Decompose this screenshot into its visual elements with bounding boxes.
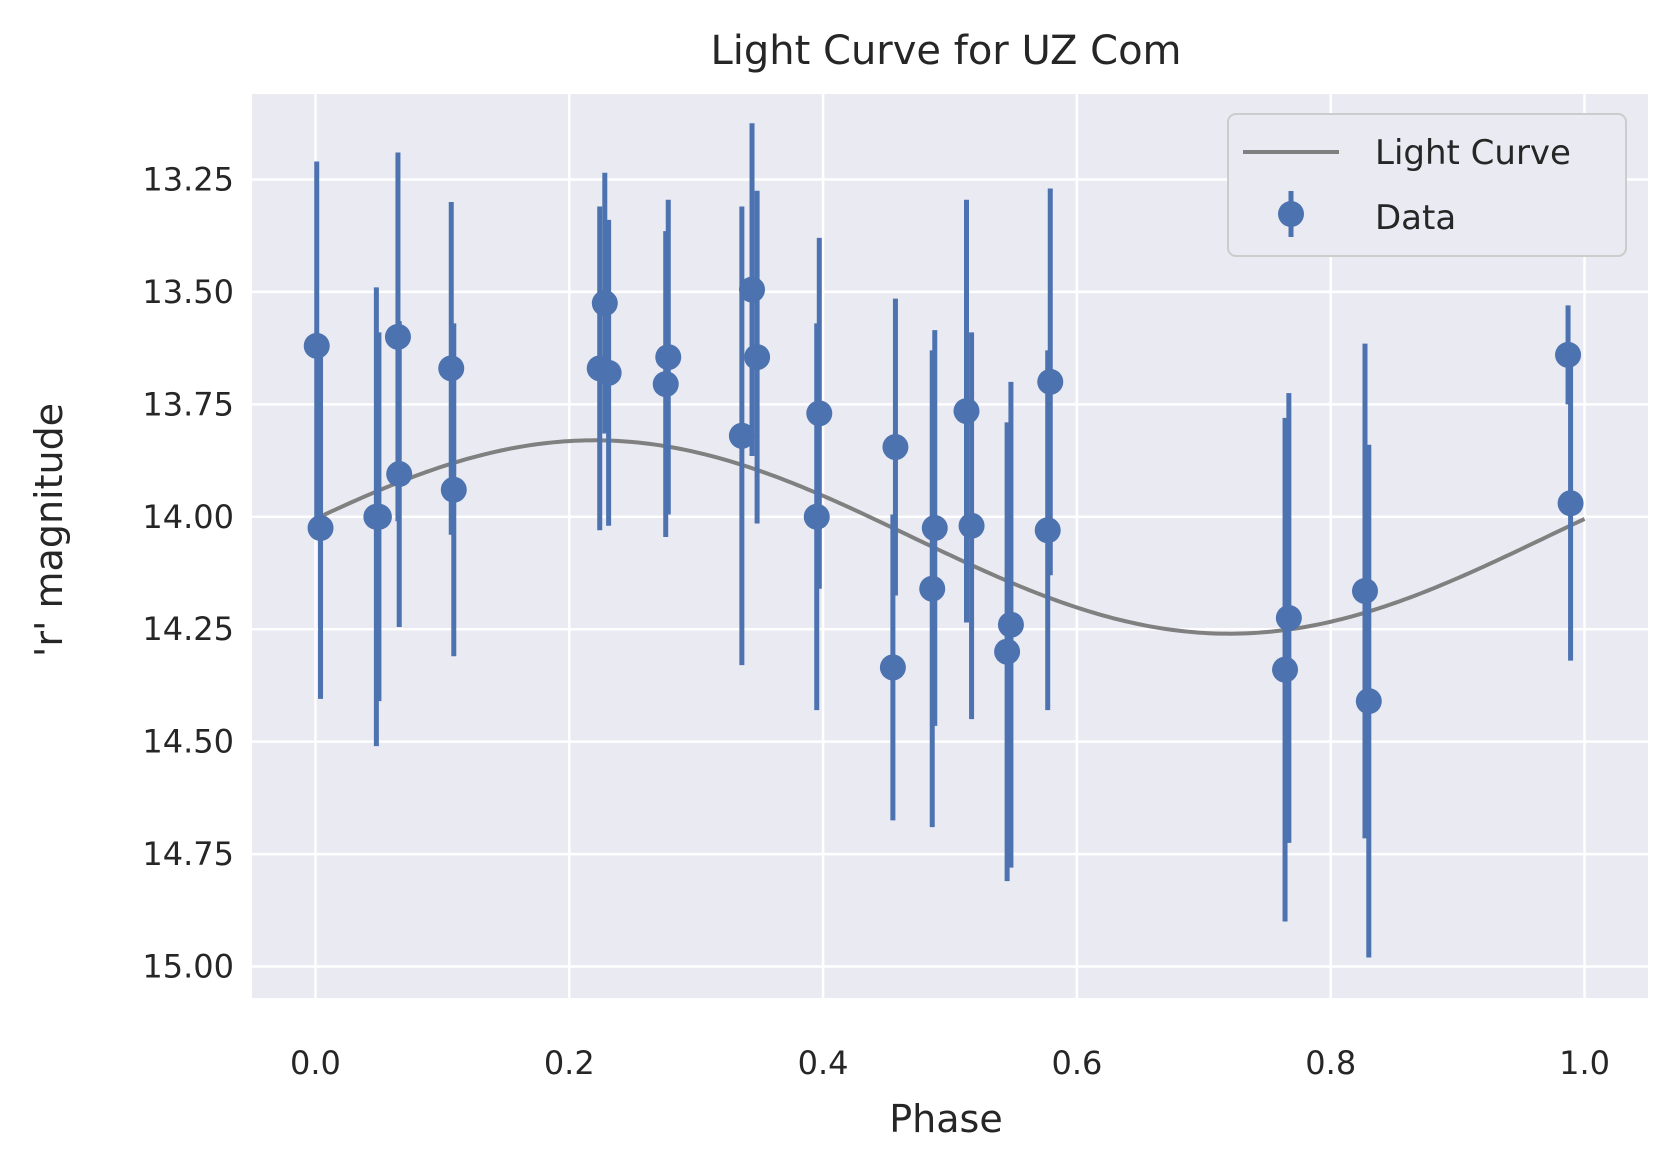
legend-marker-swatch xyxy=(1278,201,1304,227)
data-point xyxy=(652,231,679,538)
data-marker xyxy=(365,503,392,530)
data-marker xyxy=(438,355,465,382)
data-marker xyxy=(591,290,618,317)
data-marker xyxy=(882,434,909,461)
data-marker xyxy=(806,400,833,427)
data-point xyxy=(919,350,946,828)
data-point xyxy=(744,190,771,524)
data-point xyxy=(303,161,330,531)
data-marker xyxy=(1351,577,1378,604)
data-marker xyxy=(994,638,1021,665)
data-marker xyxy=(1037,368,1064,395)
legend-label-light-curve: Light Curve xyxy=(1375,133,1571,173)
data-point xyxy=(1355,444,1382,958)
data-points-layer xyxy=(303,123,1584,958)
data-point xyxy=(591,172,618,434)
data-point xyxy=(1037,188,1064,576)
x-tick-label: 0.8 xyxy=(1305,1044,1356,1082)
x-tick-label: 0.6 xyxy=(1051,1044,1102,1082)
data-point xyxy=(307,357,334,699)
data-point xyxy=(595,219,622,526)
data-point xyxy=(1272,417,1299,922)
data-marker xyxy=(595,359,622,386)
data-point xyxy=(1034,350,1061,711)
data-marker xyxy=(1275,604,1302,631)
x-tick-label: 1.0 xyxy=(1559,1044,1610,1082)
data-point xyxy=(655,199,682,515)
data-point xyxy=(806,237,833,589)
data-point xyxy=(1275,393,1302,843)
data-marker xyxy=(953,398,980,425)
data-marker xyxy=(1034,517,1061,544)
data-marker xyxy=(997,611,1024,638)
data-point xyxy=(1557,345,1584,661)
y-tick-labels: 13.25 13.50 13.75 14.00 14.25 14.50 14.75 15.00 xyxy=(142,160,234,985)
data-marker xyxy=(879,654,906,681)
y-tick-label: 14.25 xyxy=(142,610,234,648)
data-marker xyxy=(307,515,334,542)
y-tick-label: 14.50 xyxy=(142,723,234,761)
data-marker xyxy=(303,332,330,359)
data-marker xyxy=(958,512,985,539)
data-marker xyxy=(652,371,679,398)
data-point xyxy=(365,332,392,702)
legend-label-data: Data xyxy=(1375,198,1456,238)
data-point xyxy=(882,298,909,596)
data-marker xyxy=(739,276,766,303)
data-point xyxy=(1351,343,1378,839)
y-axis-label: 'r' magnitude xyxy=(27,403,71,657)
light-curve-layer xyxy=(314,438,1586,636)
data-marker xyxy=(1555,341,1582,368)
data-point xyxy=(803,323,830,711)
data-marker xyxy=(1272,656,1299,683)
data-marker xyxy=(440,476,467,503)
data-marker xyxy=(728,422,755,449)
y-tick-label: 13.50 xyxy=(142,273,234,311)
x-tick-label: 0.0 xyxy=(290,1044,341,1082)
data-marker xyxy=(919,575,946,602)
data-marker xyxy=(921,515,948,542)
legend-frame xyxy=(1227,113,1627,257)
data-point xyxy=(440,323,467,657)
data-marker xyxy=(1557,490,1584,517)
chart-title: Light Curve for UZ Com xyxy=(710,28,1181,74)
data-marker xyxy=(655,344,682,371)
data-point xyxy=(997,381,1024,868)
data-marker xyxy=(386,461,413,488)
data-point xyxy=(1555,305,1582,405)
x-tick-label: 0.4 xyxy=(798,1044,849,1082)
x-tick-label: 0.2 xyxy=(544,1044,595,1082)
data-point xyxy=(879,514,906,821)
legend: Light Curve Data xyxy=(1227,113,1627,257)
data-marker xyxy=(1355,688,1382,715)
y-tick-label: 14.75 xyxy=(142,835,234,873)
data-marker xyxy=(744,344,771,371)
data-point xyxy=(921,330,948,726)
x-tick-labels: 0.0 0.2 0.4 0.6 0.8 1.0 xyxy=(290,1044,1610,1082)
data-point xyxy=(386,321,413,627)
y-tick-label: 14.00 xyxy=(142,498,234,536)
data-point xyxy=(958,332,985,720)
data-point xyxy=(994,422,1021,882)
grid-lines xyxy=(252,94,1648,998)
x-axis-label: Phase xyxy=(889,1097,1002,1141)
data-marker xyxy=(803,503,830,530)
y-tick-label: 13.25 xyxy=(142,160,234,198)
y-tick-label: 13.75 xyxy=(142,385,234,423)
light-curve-line xyxy=(314,438,1586,636)
y-tick-label: 15.00 xyxy=(142,948,234,986)
